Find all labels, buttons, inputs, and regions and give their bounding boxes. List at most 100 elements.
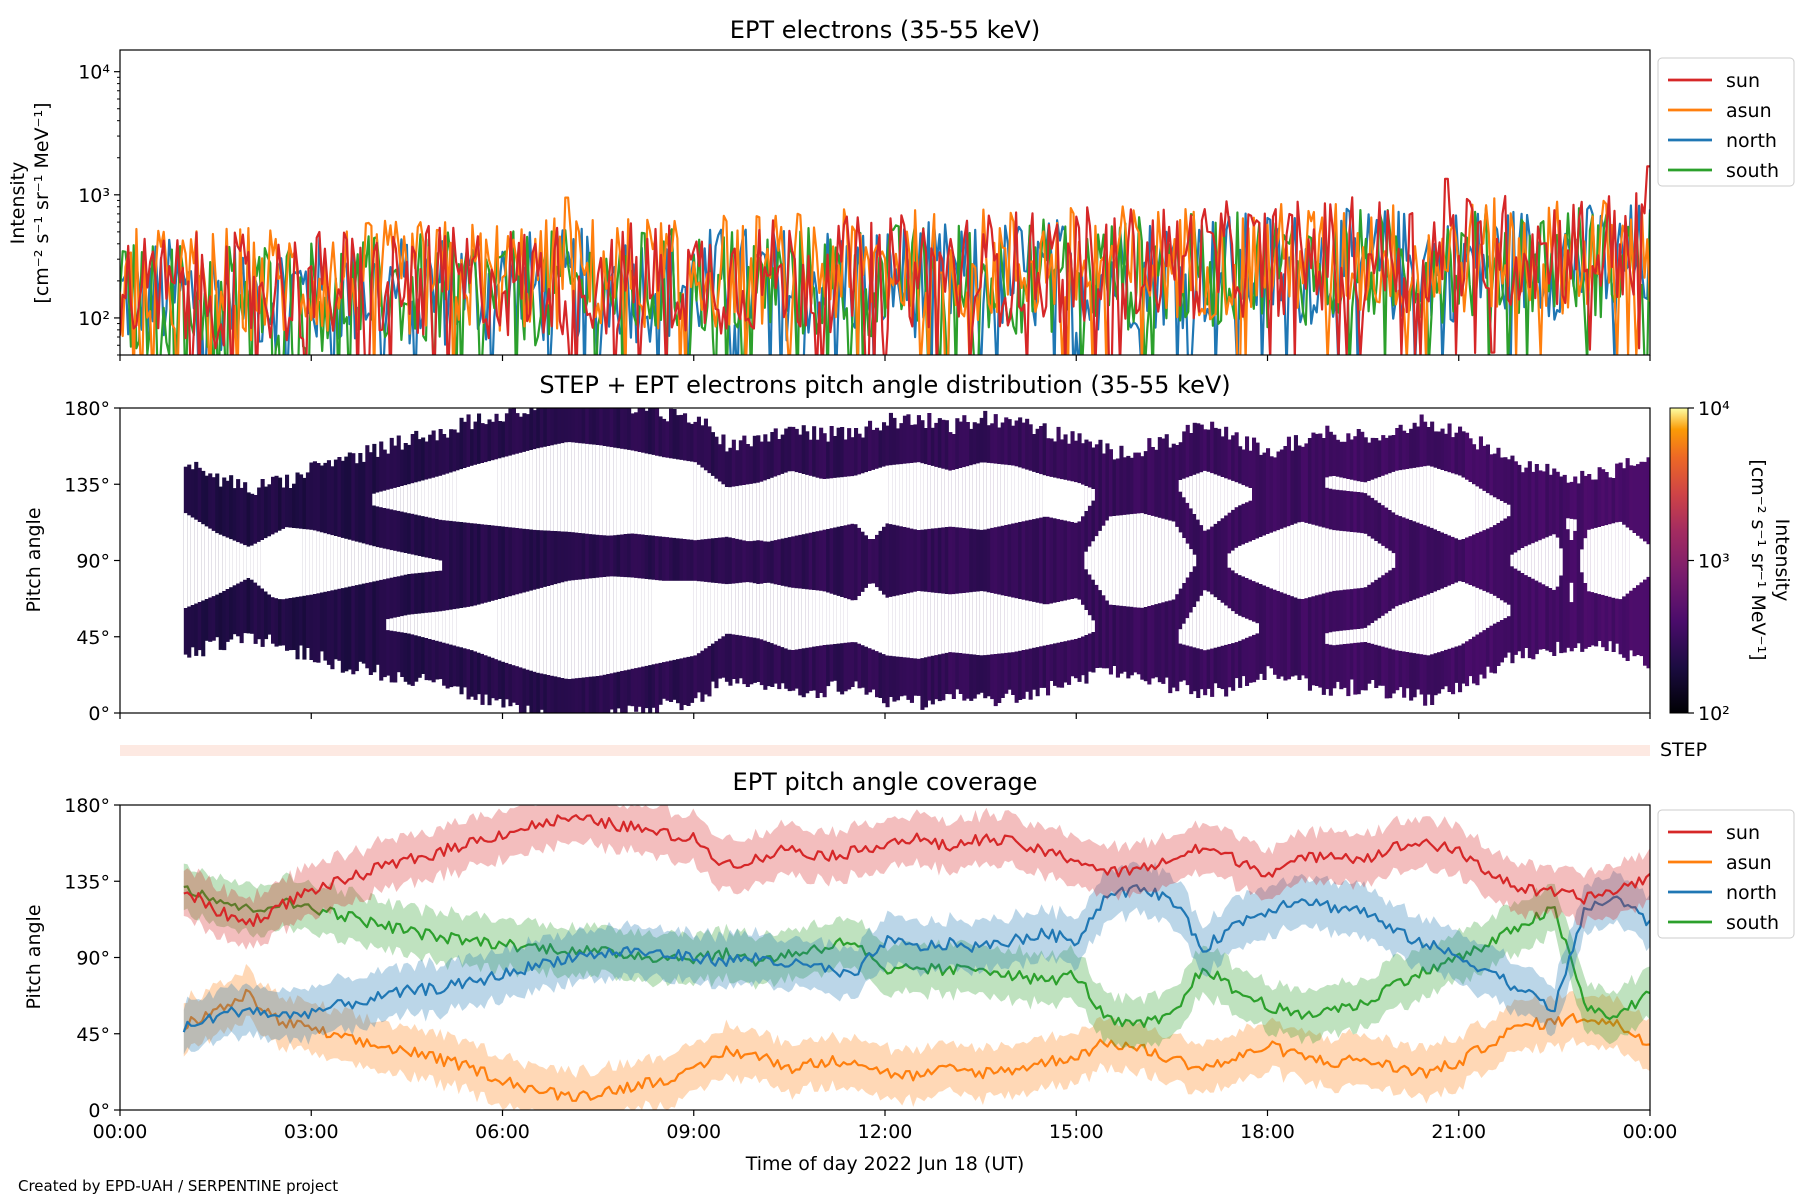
heatmap-gap	[431, 477, 436, 519]
heatmap-gap	[452, 471, 457, 522]
heatmap-gap	[1276, 530, 1281, 591]
heatmap-column	[438, 429, 443, 680]
heatmap-gap	[428, 478, 433, 518]
heatmap-gap	[1496, 598, 1501, 622]
heatmap-column	[609, 408, 614, 710]
heatmap-gap	[410, 483, 415, 514]
heatmap-gap	[264, 538, 269, 592]
heatmap-column	[1070, 431, 1075, 677]
heatmap-gap	[379, 547, 384, 580]
heatmap-gap	[693, 580, 698, 656]
heatmap-column	[1053, 441, 1058, 686]
heatmap-gap	[389, 618, 394, 631]
heatmap-gap	[1412, 599, 1417, 654]
heatmap-column	[456, 432, 461, 687]
heatmap-gap	[532, 589, 537, 672]
heatmap-gap	[1238, 545, 1243, 576]
heatmap-column	[829, 426, 834, 682]
heatmap-gap	[417, 481, 422, 516]
heatmap-gap	[1423, 466, 1428, 526]
heatmap-gap	[1325, 528, 1330, 593]
heatmap-column	[658, 416, 663, 705]
heatmap-gap	[888, 465, 893, 525]
heatmap-gap	[1227, 553, 1232, 568]
heatmap-column	[1562, 474, 1567, 653]
heatmap-gap	[773, 584, 778, 645]
heatmap-gap	[1374, 478, 1379, 501]
heatmap-gap	[882, 594, 887, 655]
heatmap-gap	[1360, 628, 1365, 643]
heatmap-column	[1077, 433, 1082, 682]
heatmap-gap	[1569, 582, 1574, 603]
heatmap-gap	[281, 528, 286, 600]
heatmap-gap	[571, 442, 576, 533]
heatmap-gap	[1335, 476, 1340, 490]
heatmap-gap	[1241, 544, 1246, 577]
heatmap-column	[1454, 432, 1459, 683]
heatmap-gap	[1552, 534, 1557, 590]
pitch-ytick-label: 135°	[64, 474, 110, 496]
heatmap-gap	[400, 486, 405, 512]
heatmap-gap	[1300, 521, 1305, 599]
heatmap-gap	[1046, 476, 1051, 517]
heatmap-gap	[1307, 523, 1312, 598]
heatmap-column	[463, 421, 468, 688]
heatmap-gap	[868, 471, 873, 539]
heatmap-gap	[1458, 581, 1463, 646]
heatmap-gap	[808, 589, 813, 648]
heatmap-column	[843, 439, 848, 692]
heatmap-gap	[1004, 464, 1009, 525]
heatmap-gap	[456, 470, 461, 522]
heatmap-gap	[553, 444, 558, 531]
heatmap-gap	[913, 462, 918, 530]
panel1-legend: sun asun north south	[1657, 57, 1795, 187]
heatmap-gap	[679, 459, 684, 539]
heatmap-gap	[588, 444, 593, 535]
heatmap-gap	[431, 559, 436, 572]
heatmap-gap	[822, 479, 827, 530]
heatmap-column	[487, 419, 492, 706]
heatmap-column	[937, 418, 942, 702]
heatmap-column	[1492, 453, 1497, 674]
heatmap-gap	[861, 591, 866, 646]
heatmap-gap	[721, 484, 726, 538]
heatmap-gap	[344, 538, 349, 588]
heatmap-gap	[515, 594, 520, 667]
heatmap-column	[742, 435, 747, 685]
heatmap-gap	[567, 580, 572, 679]
heatmap-column	[798, 434, 803, 696]
series-line-north	[182, 884, 1650, 1033]
heatmap-gap	[1499, 600, 1504, 620]
heatmap-column	[1419, 414, 1424, 695]
heatmap-gap	[749, 483, 754, 542]
heatmap-column	[459, 417, 464, 695]
heatmap-gap	[1140, 513, 1145, 608]
heatmap-gap	[1332, 631, 1337, 646]
heatmap-gap	[403, 615, 408, 633]
heatmap-gap	[976, 591, 981, 655]
heatmap-gap	[368, 545, 373, 583]
heatmap-gap	[941, 593, 946, 654]
legend-label-asun: asun	[1726, 852, 1772, 874]
heatmap-gap	[1506, 604, 1511, 617]
heatmap-gap	[361, 543, 366, 584]
heatmap-column	[1025, 418, 1030, 692]
heatmap-gap	[365, 544, 370, 583]
heatmap-gap	[951, 469, 956, 527]
heatmap-column	[850, 437, 855, 687]
heatmap-gap	[431, 612, 436, 640]
heatmap-gap	[215, 533, 220, 595]
heatmap-gap	[780, 585, 785, 648]
heatmap-gap	[260, 540, 265, 589]
heatmap-gap	[1025, 600, 1030, 650]
heatmap-column	[452, 429, 457, 687]
heatmap-gap	[1594, 527, 1599, 594]
heatmap-column	[1440, 428, 1445, 690]
heatmap-column	[529, 408, 534, 713]
heatmap-gap	[1444, 587, 1449, 650]
series-line-asun	[120, 196, 1650, 355]
heatmap-gap	[1492, 497, 1497, 526]
heatmap-column	[714, 436, 719, 689]
heatmap-gap	[1081, 484, 1086, 517]
